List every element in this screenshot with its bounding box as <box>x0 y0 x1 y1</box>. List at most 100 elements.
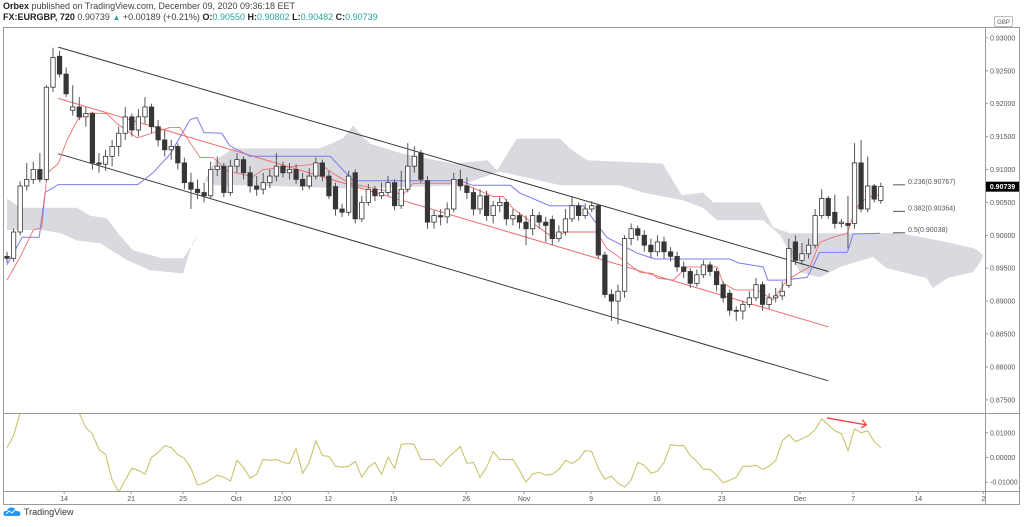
candle-body-down <box>424 180 431 223</box>
candle-body-down <box>681 266 687 272</box>
candle <box>700 260 707 279</box>
candle-body-down <box>300 178 306 187</box>
candle <box>477 189 483 215</box>
price-tick-label: 0.93000 <box>990 35 1015 42</box>
candle-body-down <box>175 146 181 164</box>
time-tick-label: 2 <box>981 496 985 503</box>
candle-body-up <box>779 290 785 297</box>
candle <box>503 199 509 226</box>
candle <box>569 195 575 223</box>
candle <box>109 139 115 167</box>
price-tick-label: 0.88000 <box>990 364 1015 371</box>
candle <box>838 218 844 228</box>
candle <box>832 194 838 229</box>
candle-body-down <box>720 284 726 299</box>
oscillator-pane[interactable] <box>6 401 882 492</box>
price-tick-label: 0.90000 <box>990 233 1015 240</box>
candle-body-down <box>332 186 339 210</box>
fib-level-label: 0.236(0.90767) <box>908 179 955 186</box>
candle <box>286 162 293 180</box>
candle <box>142 97 148 124</box>
candle <box>635 225 641 241</box>
candle <box>457 169 463 191</box>
axes[interactable]: 0.236(0.90767) 0.382(0.90364) 0.5(0.90038)… <box>60 35 1017 503</box>
candle <box>135 108 141 137</box>
candle-body-up <box>615 290 621 302</box>
channel-lower-line <box>58 153 829 382</box>
candle <box>530 208 536 236</box>
candle <box>674 251 680 272</box>
candle-body-down <box>188 182 194 190</box>
candle <box>56 51 63 78</box>
candle <box>273 153 279 182</box>
candle-body-up <box>700 264 707 276</box>
candle-body-down <box>96 162 102 165</box>
candle-body-up <box>17 185 23 233</box>
divergence-arrow <box>826 417 867 426</box>
candle-body-up <box>582 208 588 216</box>
time-tick-label: 12:00 <box>274 496 292 503</box>
candle <box>575 202 582 221</box>
price-tick-label: 0.91500 <box>990 134 1015 141</box>
published-text: published on TradingView.com, December 0… <box>31 1 296 11</box>
symbol: FX:EURGBP, 720 <box>3 12 75 22</box>
candle <box>63 67 69 98</box>
candle-body-down <box>155 126 161 141</box>
candle-body-up <box>208 169 214 197</box>
candle <box>83 106 89 127</box>
candle-body-up <box>267 175 273 184</box>
candle <box>17 181 23 236</box>
candle-body-up <box>260 182 266 190</box>
price-tick-label: 0.92000 <box>990 101 1015 108</box>
candle-body-up <box>819 198 825 216</box>
candle <box>438 208 444 226</box>
candle-body-down <box>56 55 63 75</box>
candle-body-up <box>116 132 122 147</box>
candle <box>667 247 674 262</box>
candle <box>293 164 299 184</box>
candle-body-up <box>142 106 148 118</box>
candle-body-up <box>405 165 411 190</box>
close-label: C: <box>335 12 346 22</box>
fib-level-label: 0.5(0.90038) <box>908 227 948 234</box>
price-tick-label: 0.88500 <box>990 332 1015 339</box>
candle <box>687 268 693 288</box>
candle <box>805 238 812 259</box>
candle <box>720 281 726 303</box>
candle <box>89 111 96 170</box>
candle <box>661 236 667 259</box>
candle-body-up <box>451 178 457 210</box>
candle <box>641 230 647 252</box>
price-tick-label: 0.90500 <box>990 200 1015 207</box>
candle <box>727 289 733 316</box>
tradingview-logo[interactable]: TradingView <box>3 506 74 517</box>
candle <box>326 170 332 200</box>
candle <box>865 156 871 213</box>
candle-body-down <box>372 188 378 197</box>
candle <box>431 210 437 229</box>
candle <box>10 228 17 262</box>
candle-body-down <box>240 159 247 174</box>
price-tick-label: 0.91000 <box>990 167 1015 174</box>
candle-body-down <box>523 221 529 230</box>
candle-body-down <box>326 175 332 197</box>
time-tick-label: Oct <box>231 496 242 503</box>
price-tick-label: 0.87500 <box>990 397 1015 404</box>
candle-body-up <box>411 155 417 167</box>
candle <box>845 195 851 249</box>
candle <box>733 306 739 321</box>
time-tick-label: Dec <box>794 496 807 503</box>
channel-upper-line <box>58 46 829 272</box>
candle-body-up <box>43 86 50 180</box>
candle <box>43 85 50 182</box>
candle <box>707 261 713 277</box>
price-pane[interactable] <box>4 46 984 382</box>
candle <box>313 157 319 180</box>
candle-body-down <box>858 162 864 210</box>
low-value: 0.90482 <box>300 12 334 22</box>
candle-body-up <box>168 146 174 151</box>
candle <box>365 183 371 206</box>
candle <box>392 179 398 211</box>
candle-body-down <box>759 284 766 305</box>
